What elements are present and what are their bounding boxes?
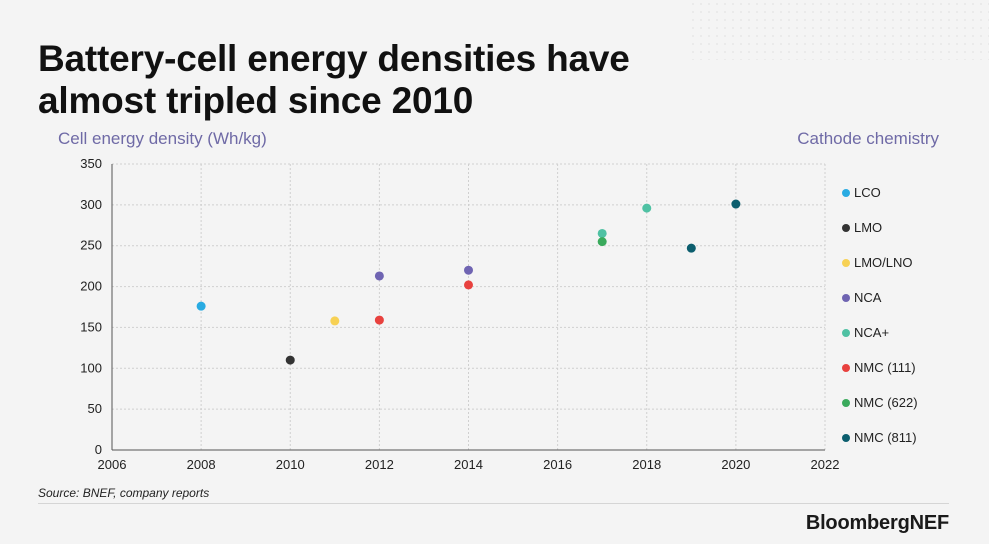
legend-item-nmc-111: NMC (111) (842, 350, 972, 385)
point-nmc-111-2012 (374, 315, 384, 325)
legend-marker-nmc-811 (842, 433, 850, 442)
point-lmo-lno-2011 (330, 316, 340, 326)
y-tick-label-200: 200 (80, 279, 102, 294)
y-tick-label-100: 100 (80, 360, 102, 375)
y-tick-label-50: 50 (88, 401, 102, 416)
source-note: Source: BNEF, company reports (38, 486, 210, 500)
y-tick-label-0: 0 (95, 442, 102, 457)
x-tick-label-2020: 2020 (721, 457, 750, 472)
point-nmc-811-2019 (686, 243, 696, 253)
x-tick-label-2014: 2014 (454, 457, 483, 472)
x-tick-label-2008: 2008 (187, 457, 216, 472)
legend-item-lco: LCO (842, 175, 972, 210)
legend: LCO LMO LMO/LNO NCA NCA+ NMC (111) NMC (622) NM… (842, 175, 972, 455)
y-tick-label-350: 350 (80, 156, 102, 171)
y-tick-label-300: 300 (80, 197, 102, 212)
point-nca-2017 (597, 228, 607, 238)
legend-marker-lmo (842, 223, 850, 232)
legend-label-nmc-111: NMC (111) (854, 360, 916, 375)
legend-label-lmo: LMO (854, 220, 883, 235)
point-nmc-622-2017 (597, 237, 607, 247)
legend-marker-nca (842, 328, 850, 337)
y-tick-label-250: 250 (80, 238, 102, 253)
legend-item-nmc-622: NMC (622) (842, 385, 972, 420)
legend-marker-nmc-622 (842, 398, 850, 407)
point-nca-2014 (464, 265, 473, 275)
point-lco-2008 (196, 301, 206, 311)
legend-label-lmo-lno: LMO/LNO (854, 255, 913, 270)
footer-divider (38, 503, 949, 504)
legend-item-nca: NCA (842, 280, 972, 315)
x-tick-label-2012: 2012 (365, 457, 394, 472)
legend-marker-lco (842, 188, 850, 197)
legend-label-nca: NCA+ (854, 325, 890, 340)
legend-marker-nmc-111 (842, 363, 850, 372)
chart-title-line2: almost tripled since 2010 (38, 80, 474, 121)
decorative-dot-pattern (689, 0, 989, 60)
legend-marker-nca (842, 293, 850, 302)
point-nmc-811-2020 (731, 199, 741, 209)
y-tick-label-150: 150 (80, 319, 102, 334)
x-tick-label-2018: 2018 (632, 457, 661, 472)
y-axis-title: Cell energy density (Wh/kg) (58, 129, 267, 148)
point-lmo-2010 (285, 355, 295, 365)
legend-label-nca: NCA (854, 290, 882, 305)
point-nca-2018 (642, 203, 652, 213)
legend-item-lmo-lno: LMO/LNO (842, 245, 972, 280)
point-nmc-111-2014 (464, 280, 473, 290)
legend-label-lco: LCO (854, 185, 881, 200)
legend-title: Cathode chemistry (797, 129, 939, 148)
x-tick-label-2006: 2006 (98, 457, 127, 472)
x-tick-label-2010: 2010 (276, 457, 305, 472)
legend-label-nmc-811: NMC (811) (854, 430, 917, 445)
brand-logo: BloombergNEF (805, 512, 949, 534)
legend-label-nmc-622: NMC (622) (854, 395, 918, 410)
x-tick-label-2022: 2022 (811, 457, 840, 472)
point-nca-2012 (374, 271, 384, 281)
legend-item-nca: NCA+ (842, 315, 972, 350)
legend-item-nmc-811: NMC (811) (842, 420, 972, 455)
chart-title: Battery-cell energy densities have almos… (38, 38, 630, 122)
x-tick-label-2016: 2016 (543, 457, 572, 472)
chart-title-line1: Battery-cell energy densities have (38, 38, 630, 79)
legend-marker-lmo-lno (842, 258, 850, 267)
legend-item-lmo: LMO (842, 210, 972, 245)
